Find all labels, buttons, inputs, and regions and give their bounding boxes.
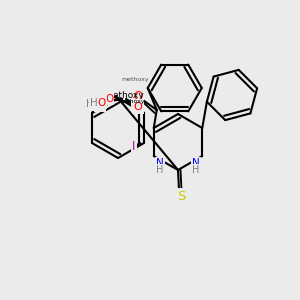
- Text: OH: OH: [84, 100, 100, 110]
- Text: H: H: [156, 165, 164, 175]
- Text: HO: HO: [86, 99, 102, 109]
- Text: O: O: [98, 98, 106, 108]
- Text: O: O: [133, 89, 142, 103]
- Text: O: O: [105, 94, 113, 104]
- Text: N: N: [192, 158, 200, 168]
- Text: methoxy: methoxy: [117, 98, 145, 104]
- Text: methoxy: methoxy: [121, 77, 149, 83]
- Text: O: O: [132, 100, 140, 110]
- Text: O: O: [96, 100, 104, 110]
- Text: S: S: [177, 190, 185, 202]
- Text: O: O: [105, 94, 113, 104]
- Text: I: I: [132, 140, 136, 154]
- Text: H: H: [90, 98, 98, 108]
- Text: H: H: [192, 165, 200, 175]
- Text: N: N: [156, 158, 164, 168]
- Text: O: O: [134, 102, 142, 112]
- Text: methoxy: methoxy: [104, 92, 144, 100]
